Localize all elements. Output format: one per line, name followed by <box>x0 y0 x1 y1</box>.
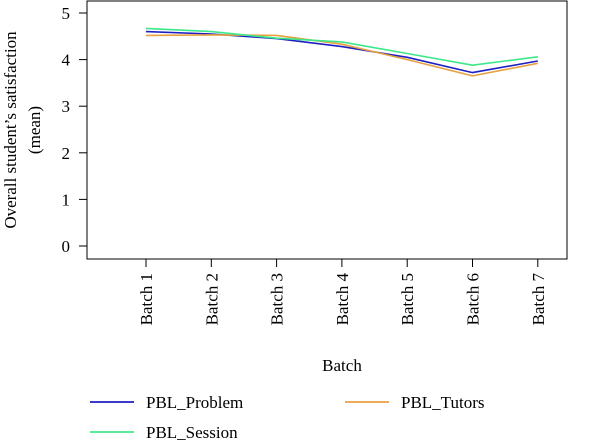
x-tick-label: Batch 5 <box>398 273 417 325</box>
x-tick-label: Batch 1 <box>137 273 156 325</box>
y-tick-label: 4 <box>62 51 71 70</box>
series-line-pbl-problem <box>145 30 538 74</box>
y-tick-label: 2 <box>62 144 71 163</box>
x-tick-label: Batch 7 <box>529 273 548 326</box>
x-tick-label: Batch 3 <box>268 273 287 325</box>
y-axis-label-line-2: (mean) <box>25 106 44 154</box>
series-line-pbl-tutors <box>145 34 538 77</box>
x-axis-label: Batch <box>322 356 362 375</box>
x-tick-label: Batch 2 <box>202 273 221 325</box>
series-lines <box>145 27 538 77</box>
series-line-pbl-session <box>145 27 538 66</box>
legend-label: PBL_Session <box>146 423 238 442</box>
legend-label: PBL_Tutors <box>401 393 484 412</box>
x-tick-label: Batch 6 <box>464 273 483 325</box>
x-tick-label: Batch 4 <box>333 273 352 326</box>
y-tick-label: 0 <box>62 237 71 256</box>
legend-label: PBL_Problem <box>146 393 243 412</box>
y-axis-label-line-1: Overall student’s satisfaction <box>1 31 20 229</box>
y-tick-label: 1 <box>62 190 71 209</box>
y-tick-label: 5 <box>62 4 71 23</box>
y-tick-label: 3 <box>62 97 71 116</box>
plot-frame <box>86 0 568 260</box>
x-axis-ticks: Batch 1 Batch 2 Batch 3 Batch 4 Batch 5 Batch… <box>137 259 548 325</box>
legend: PBL_Problem PBL_Tutors PBL_Session <box>90 393 484 442</box>
y-axis-ticks: 0 1 2 3 4 5 <box>62 4 87 256</box>
